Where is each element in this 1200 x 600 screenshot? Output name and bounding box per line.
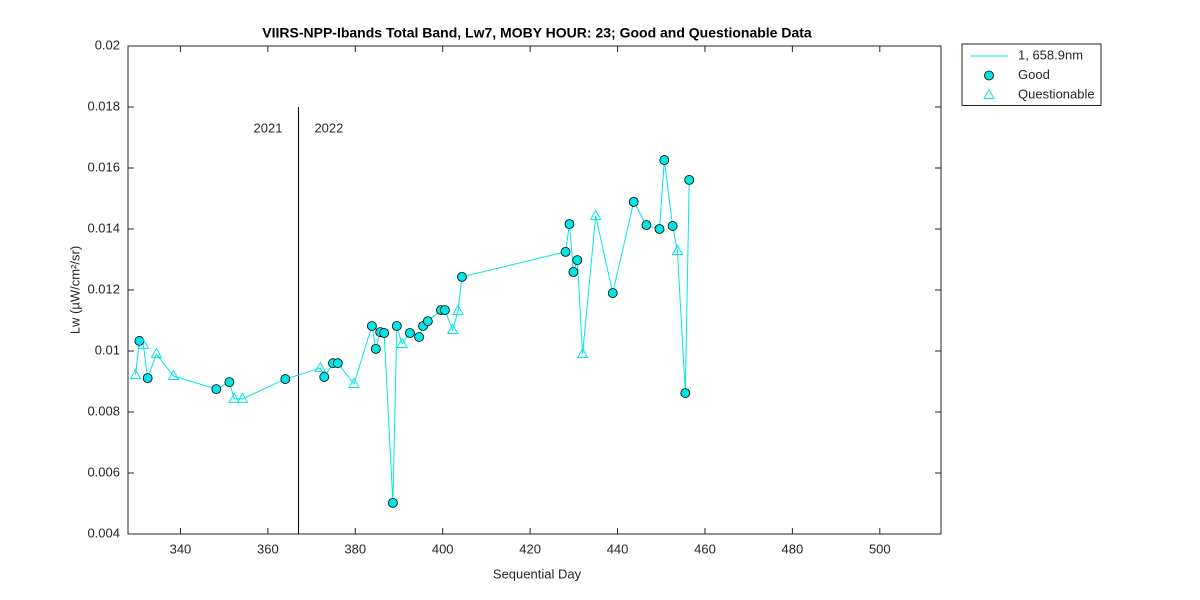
data-point — [671, 244, 684, 255]
y-tick-label: 0.006 — [87, 464, 120, 479]
data-point — [667, 221, 678, 231]
data-point — [319, 372, 330, 382]
data-point — [680, 388, 691, 398]
data-point — [628, 196, 639, 207]
data-point — [654, 224, 665, 234]
x-tick-label: 480 — [782, 541, 804, 556]
y-tick-label: 0.008 — [87, 403, 120, 418]
y-tick-label: 0.012 — [87, 281, 120, 296]
legend-swatch — [983, 88, 995, 99]
x-axis-label: Sequential Day — [493, 566, 582, 581]
y-tick-label: 0.014 — [87, 220, 120, 235]
data-point — [576, 347, 589, 359]
data-point — [236, 392, 249, 403]
x-tick-label: 380 — [344, 541, 366, 556]
data-point — [150, 347, 163, 359]
data-point — [572, 255, 583, 266]
data-point — [314, 361, 327, 373]
x-tick-label: 360 — [257, 541, 279, 556]
legend-label: Questionable — [1018, 86, 1095, 101]
y-tick-label: 0.01 — [95, 342, 120, 357]
data-point — [446, 323, 459, 334]
data-point — [280, 374, 291, 384]
data-point — [607, 288, 618, 298]
data-point — [228, 392, 241, 403]
legend-swatch — [984, 70, 994, 81]
legend-label: Good — [1018, 67, 1050, 82]
data-point — [142, 373, 153, 384]
data-point — [414, 332, 425, 342]
data-point — [137, 338, 150, 349]
data-point — [564, 219, 575, 230]
data-point — [684, 174, 695, 185]
y-tick-label: 0.004 — [87, 525, 120, 540]
data-point — [379, 328, 390, 338]
data-point — [387, 497, 398, 508]
data-point — [391, 321, 402, 331]
plot-area — [127, 45, 942, 535]
data-point — [405, 328, 415, 338]
y-tick-label: 0.018 — [87, 98, 120, 113]
data-point — [348, 377, 360, 388]
data-point — [129, 368, 142, 380]
data-point — [366, 321, 377, 331]
data-point — [211, 384, 222, 395]
data-point — [641, 220, 652, 230]
data-point — [560, 246, 571, 257]
annotation: 2021 — [254, 120, 283, 135]
data-point — [370, 343, 381, 354]
data-point — [589, 209, 602, 220]
x-tick-label: 400 — [432, 541, 454, 556]
data-point — [452, 304, 464, 316]
x-tick-label: 340 — [170, 541, 192, 556]
y-tick-label: 0.02 — [95, 37, 120, 52]
legend-label: 1, 658.9nm — [1018, 47, 1083, 62]
data-point — [457, 271, 467, 282]
x-tick-label: 460 — [694, 541, 716, 556]
data-point — [332, 358, 343, 369]
x-tick-label: 440 — [607, 541, 629, 556]
y-axis-label: Lw (µW/cm²/sr) — [67, 246, 82, 334]
data-point — [568, 267, 579, 277]
x-tick-label: 420 — [519, 541, 541, 556]
annotation: 2022 — [314, 120, 343, 135]
data-point — [224, 377, 235, 388]
data-point — [396, 337, 408, 348]
data-point — [167, 369, 180, 381]
y-tick-label: 0.016 — [87, 159, 120, 174]
x-tick-label: 500 — [869, 541, 891, 556]
data-point — [659, 155, 670, 165]
chart-title: VIIRS-NPP-Ibands Total Band, Lw7, MOBY H… — [262, 25, 812, 41]
data-point — [439, 305, 450, 316]
data-point — [422, 316, 433, 327]
